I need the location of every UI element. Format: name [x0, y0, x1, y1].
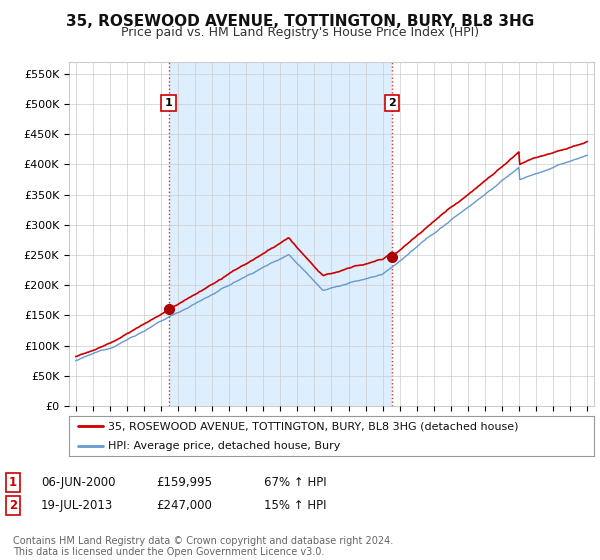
Text: Price paid vs. HM Land Registry's House Price Index (HPI): Price paid vs. HM Land Registry's House …	[121, 26, 479, 39]
Text: 19-JUL-2013: 19-JUL-2013	[41, 499, 113, 512]
Text: £247,000: £247,000	[156, 499, 212, 512]
Bar	[169, 62, 392, 406]
Text: 06-JUN-2000: 06-JUN-2000	[41, 476, 115, 489]
Text: 35, ROSEWOOD AVENUE, TOTTINGTON, BURY, BL8 3HG (detached house): 35, ROSEWOOD AVENUE, TOTTINGTON, BURY, B…	[109, 421, 519, 431]
Text: 2: 2	[388, 98, 396, 108]
Text: 67% ↑ HPI: 67% ↑ HPI	[264, 476, 326, 489]
Text: 1: 1	[9, 476, 17, 489]
Text: 1: 1	[164, 98, 172, 108]
Text: £159,995: £159,995	[156, 476, 212, 489]
Text: Contains HM Land Registry data © Crown copyright and database right 2024.
This d: Contains HM Land Registry data © Crown c…	[13, 535, 394, 557]
Text: HPI: Average price, detached house, Bury: HPI: Average price, detached house, Bury	[109, 441, 341, 451]
Text: 2: 2	[9, 499, 17, 512]
Text: 15% ↑ HPI: 15% ↑ HPI	[264, 499, 326, 512]
Text: 35, ROSEWOOD AVENUE, TOTTINGTON, BURY, BL8 3HG: 35, ROSEWOOD AVENUE, TOTTINGTON, BURY, B…	[66, 14, 534, 29]
